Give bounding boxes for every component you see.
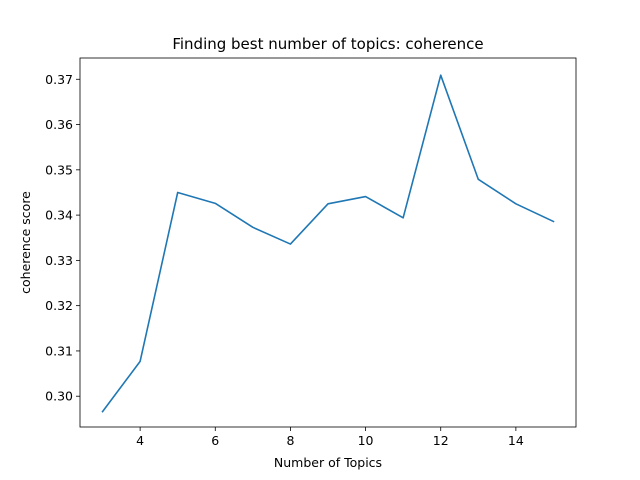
y-axis: 0.30 0.31 0.32 0.33 0.34 0.35 0.36 0.37 bbox=[45, 72, 80, 404]
y-tick-label: 0.35 bbox=[45, 162, 73, 177]
y-tick-label: 0.31 bbox=[45, 343, 73, 358]
y-tick-label: 0.33 bbox=[45, 253, 73, 268]
x-tick-label: 12 bbox=[433, 433, 449, 448]
y-axis-label: coherence score bbox=[18, 191, 33, 294]
x-tick-label: 10 bbox=[358, 433, 374, 448]
x-tick-label: 4 bbox=[136, 433, 144, 448]
y-tick-label: 0.30 bbox=[45, 389, 73, 404]
chart-title: Finding best number of topics: coherence bbox=[172, 35, 483, 53]
x-tick-label: 8 bbox=[286, 433, 294, 448]
x-axis-label: Number of Topics bbox=[274, 455, 382, 470]
x-tick-label: 14 bbox=[508, 433, 524, 448]
series-line bbox=[101, 74, 555, 413]
plot-frame bbox=[79, 57, 577, 428]
y-tick-label: 0.36 bbox=[45, 117, 73, 132]
plot-area bbox=[80, 58, 576, 427]
x-tick-label: 6 bbox=[211, 433, 219, 448]
series-layer bbox=[101, 74, 555, 413]
x-axis: 4 6 8 10 12 14 bbox=[136, 427, 524, 448]
y-tick-label: 0.37 bbox=[45, 72, 73, 87]
y-tick-label: 0.32 bbox=[45, 298, 73, 313]
y-tick-label: 0.34 bbox=[45, 208, 73, 223]
